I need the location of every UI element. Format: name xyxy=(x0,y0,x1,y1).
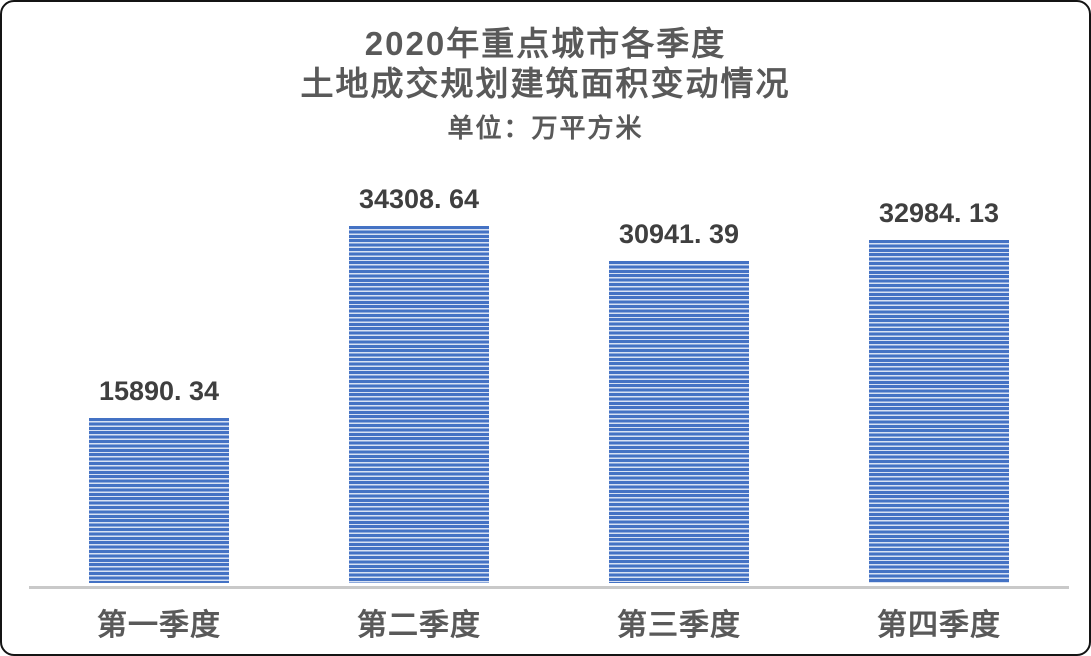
x-axis-label-q3: 第三季度 xyxy=(617,609,741,642)
bar-q3 xyxy=(609,261,749,583)
bar-value-label-q3: 30941. 39 xyxy=(618,219,740,249)
bar-q1 xyxy=(89,418,229,583)
chart-unit-label: 单位：万平方米 xyxy=(447,113,644,143)
bar-group-q3: 30941. 39 xyxy=(609,219,749,583)
chart-title-line-1: 2020年重点城市各季度 xyxy=(364,25,727,62)
bar-q4 xyxy=(869,240,1009,583)
x-axis-label-q1: 第一季度 xyxy=(97,609,221,642)
bar-q2 xyxy=(349,226,489,583)
bar-group-q1: 15890. 34 xyxy=(89,376,229,583)
bar-value-label-q1: 15890. 34 xyxy=(98,376,220,406)
chart-title-block: 2020年重点城市各季度 土地成交规划建筑面积变动情况 单位：万平方米 xyxy=(2,24,1089,142)
x-axis-line xyxy=(29,586,1069,589)
chart-title-line-2: 土地成交规划建筑面积变动情况 xyxy=(300,65,791,102)
bar-group-q2: 34308. 64 xyxy=(349,184,489,583)
x-axis-label-q2: 第二季度 xyxy=(357,609,481,642)
bar-value-label-q4: 32984. 13 xyxy=(878,198,1000,228)
bar-group-q4: 32984. 13 xyxy=(869,198,1009,583)
x-axis-label-q4: 第四季度 xyxy=(877,609,1001,642)
bar-value-label-q2: 34308. 64 xyxy=(358,184,480,214)
